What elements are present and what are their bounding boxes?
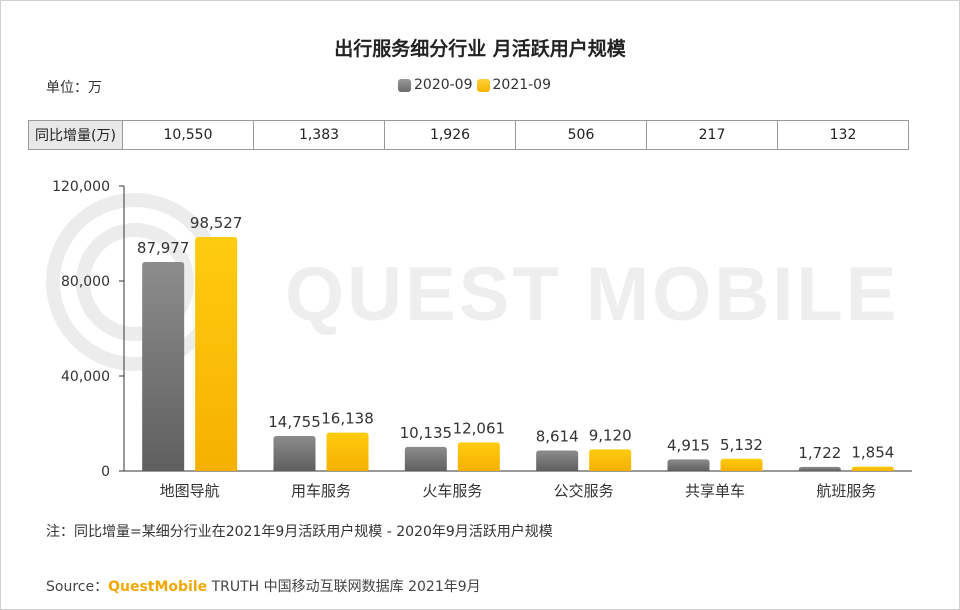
yoy-table: 同比增量(万) 10,550 1,383 1,926 506 217 132	[28, 120, 909, 150]
x-tick-label: 用车服务	[291, 482, 351, 500]
source-brand: QuestMobile	[108, 579, 208, 595]
watermark-text: QUEST MOBILE	[285, 252, 899, 337]
source-prefix: Source：	[46, 579, 109, 595]
bar-value-label: 9,120	[589, 426, 632, 444]
bar-value-label: 5,132	[720, 436, 763, 454]
y-tick-label: 0	[101, 464, 110, 480]
legend-swatch-2021	[476, 78, 490, 92]
legend-item-2021: 2021-09	[476, 77, 552, 93]
chart-title: 出行服务细分行业 月活跃用户规模	[334, 38, 626, 60]
yoy-value: 10,550	[122, 120, 254, 150]
bar-2021-09	[589, 449, 632, 471]
bar-2021-09	[457, 442, 500, 471]
bar-2020-09	[667, 459, 710, 471]
legend-swatch-2020	[398, 78, 411, 92]
watermark: QUEST MOBILE	[46, 193, 899, 371]
x-tick-label: 共享单车	[685, 482, 745, 500]
x-tick-label: 火车服务	[422, 482, 482, 500]
bar-value-label: 98,527	[190, 214, 243, 232]
x-tick-label: 地图导航	[160, 482, 220, 500]
yoy-row: 同比增量(万) 10,550 1,383 1,926 506 217 132	[28, 120, 909, 150]
bar-value-label: 4,915	[667, 436, 710, 454]
legend-item-2020: 2020-09	[398, 77, 473, 93]
x-tick-label: 航班服务	[816, 482, 876, 500]
bar-2021-09	[851, 466, 894, 471]
bar-2020-09	[798, 466, 841, 471]
legend-label-2020: 2020-09	[414, 77, 473, 93]
source-line: Source：QuestMobile TRUTH 中国移动互联网数据库 2021…	[46, 576, 481, 596]
bar-value-label: 12,061	[453, 419, 506, 437]
bar-2020-09	[273, 435, 316, 471]
unit-label: 单位：万	[46, 80, 102, 96]
bar-2021-09	[326, 432, 369, 471]
bar-value-label: 8,614	[536, 428, 579, 446]
y-tick-label: 120,000	[52, 179, 110, 195]
yoy-value: 1,383	[253, 120, 385, 150]
bar-value-label: 14,755	[268, 413, 321, 431]
yoy-value: 1,926	[384, 120, 516, 150]
bar-2021-09	[720, 458, 763, 471]
source-rest: TRUTH 中国移动互联网数据库 2021年9月	[207, 579, 481, 595]
bar-value-label: 87,977	[137, 239, 190, 257]
yoy-header: 同比增量(万)	[28, 120, 123, 150]
y-tick-label: 80,000	[61, 274, 110, 290]
bar-value-label: 1,722	[798, 444, 841, 462]
footnote: 注：同比增量=某细分行业在2021年9月活跃用户规模 - 2020年9月活跃用户…	[46, 524, 553, 540]
bar-2020-09	[404, 446, 447, 471]
x-tick-label: 公交服务	[554, 482, 614, 500]
yoy-value: 132	[777, 120, 909, 150]
bar-2020-09	[142, 262, 185, 471]
bar-2021-09	[195, 236, 238, 471]
y-tick-label: 40,000	[61, 369, 110, 385]
bar-value-label: 10,135	[400, 424, 453, 442]
bar-value-label: 1,854	[851, 444, 894, 462]
bar-value-label: 16,138	[321, 410, 374, 428]
legend-label-2021: 2021-09	[492, 77, 552, 93]
legend: 2020-09 2021-09	[398, 77, 555, 93]
bar-2020-09	[536, 450, 579, 471]
